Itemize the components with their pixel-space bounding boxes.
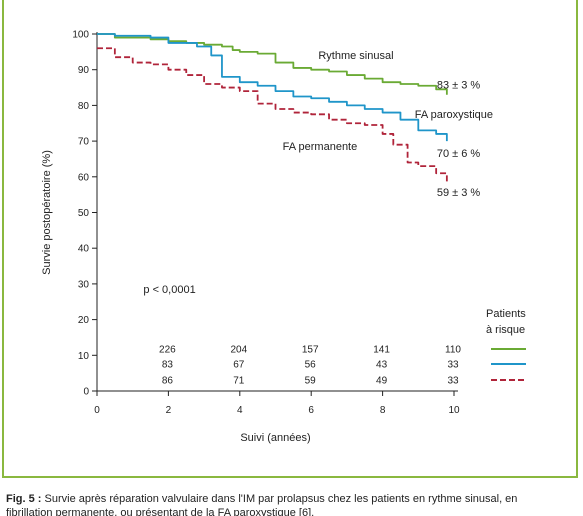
survival-chart: 0 10 20 30 40 50 60 70 80 90 100 0 2 4 6 8 10 Suivi (anné…: [41, 30, 526, 445]
series-line-1: [97, 33, 448, 142]
risk-value: 141: [373, 345, 390, 356]
y-tick-label: 20: [78, 315, 90, 326]
y-tick-label: 80: [78, 101, 90, 112]
series-end-label: 59 ± 3 %: [437, 187, 481, 199]
y-axis-title: Survie postopératoire (%): [41, 150, 53, 275]
risk-table-title: Patients: [486, 308, 526, 320]
x-tick-label: 8: [380, 405, 386, 416]
risk-value: 83: [162, 360, 174, 371]
figure-caption: Fig. 5 : Survie après réparation valvula…: [6, 492, 581, 516]
risk-table-title: à risque: [486, 324, 525, 336]
series-line-2: [97, 47, 448, 183]
risk-value: 56: [305, 360, 317, 371]
y-tick-label: 70: [78, 137, 90, 148]
y-tick-label: 30: [78, 279, 90, 290]
caption-line2: fibrillation permanente, ou présentant d…: [6, 507, 315, 516]
risk-value: 71: [233, 376, 245, 387]
caption-text: Survie après réparation valvulaire dans …: [44, 493, 518, 505]
y-tick-label: 10: [78, 351, 90, 362]
y-tick-label: 60: [78, 172, 90, 183]
x-tick-label: 2: [166, 405, 172, 416]
risk-value: 67: [233, 360, 245, 371]
y-tick-label: 90: [78, 65, 90, 76]
chart-annotation: FA permanente: [283, 141, 358, 153]
x-tick-label: 4: [237, 405, 243, 416]
y-tick-label: 100: [72, 30, 89, 41]
x-tick-label: 0: [94, 405, 100, 416]
risk-value: 110: [445, 345, 461, 356]
x-tick-label: 6: [308, 405, 314, 416]
risk-value: 49: [376, 376, 388, 387]
chart-annotation: FA paroxystique: [415, 109, 493, 121]
series-line-0: [97, 33, 448, 95]
figure-frame: [2, 0, 578, 478]
chart-axes: 0 10 20 30 40 50 60 70 80 90 100 0 2 4 6 8 10 Suivi (anné…: [41, 30, 460, 445]
annotation-layer: Rythme sinusal FA paroxystique FA permanen…: [143, 50, 493, 296]
series-end-label: 83 ± 3 %: [437, 80, 481, 92]
risk-value: 86: [162, 376, 174, 387]
risk-value: 33: [447, 376, 459, 387]
x-axis-title: Suivi (années): [240, 432, 310, 444]
risk-value: 43: [376, 360, 388, 371]
chart-annotation: p < 0,0001: [143, 284, 195, 296]
risk-value: 226: [159, 345, 176, 356]
risk-table: Patients à risque 226 204 157 141 110 83 67 56 43 3…: [159, 308, 526, 387]
y-tick-label: 50: [78, 208, 90, 219]
risk-value: 157: [302, 345, 319, 356]
series-end-label: 70 ± 6 %: [437, 148, 481, 160]
y-tick-label: 40: [78, 244, 90, 255]
x-tick-label: 10: [448, 405, 460, 416]
chart-annotation: Rythme sinusal: [318, 50, 393, 62]
risk-value: 204: [230, 345, 247, 356]
series-layer: 83 ± 3 % 70 ± 6 % 59 ± 3 %: [97, 33, 481, 199]
risk-value: 33: [447, 360, 459, 371]
risk-value: 59: [305, 376, 317, 387]
caption-label: Fig. 5 :: [6, 493, 42, 505]
y-tick-label: 0: [83, 387, 89, 398]
